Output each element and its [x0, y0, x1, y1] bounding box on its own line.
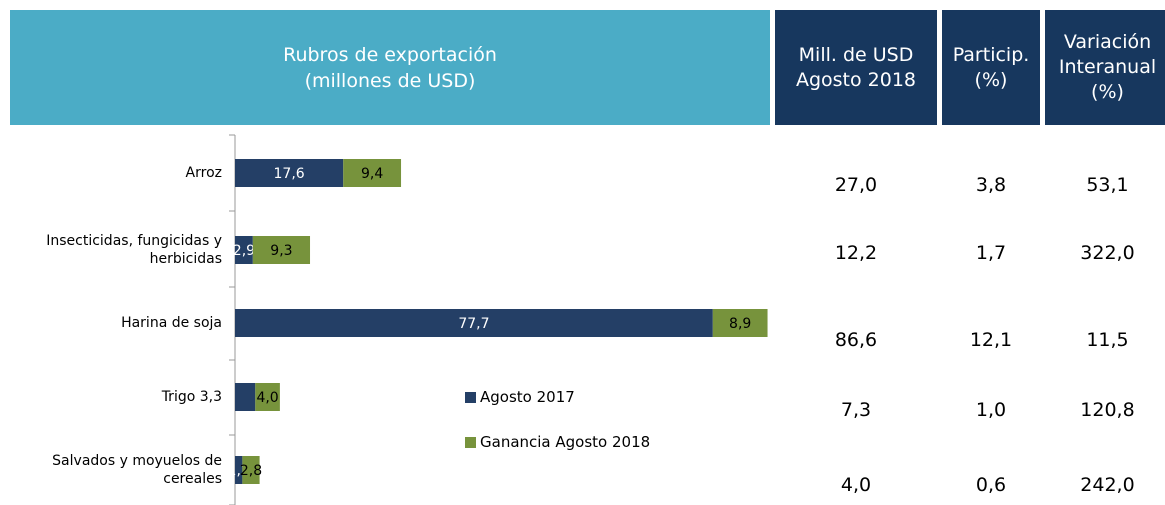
category-label: Salvados y moyuelos de cereales	[52, 453, 222, 487]
table-cell: 322,0	[1080, 242, 1135, 264]
data-label: 17,6	[274, 166, 305, 182]
table-cell: 11,5	[1086, 329, 1129, 351]
legend-swatch	[465, 436, 476, 448]
legend-swatch	[465, 391, 476, 403]
bar	[235, 383, 256, 411]
data-label: 2,9	[233, 243, 255, 259]
table-cell: 86,6	[834, 329, 878, 351]
header-line: Rubros de exportación	[283, 43, 497, 66]
table-cell: 242,0	[1080, 474, 1135, 496]
column-header: Mill. de USD Agosto 2018	[775, 10, 937, 125]
table-cell: 12,2	[834, 242, 878, 264]
data-label: 4,0	[256, 390, 278, 406]
data-label: 77,7	[458, 316, 489, 332]
bar	[235, 309, 713, 337]
column-header: Particip. (%)	[942, 10, 1040, 125]
bar	[235, 456, 243, 484]
table-cell: 3,8	[975, 174, 1007, 196]
bar	[235, 159, 344, 187]
table-cell: 27,0	[834, 174, 878, 196]
table-cell: 7,3	[840, 399, 872, 421]
table-cell: 1,0	[975, 399, 1007, 421]
data-label: 2,8	[240, 463, 262, 479]
table-cell: 12,1	[969, 329, 1013, 351]
category-label: Harina de soja	[121, 315, 222, 331]
table-cell: 120,8	[1080, 399, 1135, 421]
bar	[712, 309, 768, 337]
legend-item: Agosto 2017	[465, 388, 575, 406]
category-label: Arroz	[185, 165, 222, 181]
data-label: 9,4	[361, 166, 383, 182]
table-cell: 4,0	[840, 474, 872, 496]
column-header: Variación Interanual (%)	[1045, 10, 1165, 125]
bar	[255, 383, 280, 411]
category-label: Trigo 3,3	[161, 389, 222, 405]
data-label: 9,3	[270, 243, 292, 259]
table-cell: 1,7	[975, 242, 1007, 264]
bar	[242, 456, 260, 484]
legend-label: Agosto 2017	[480, 388, 575, 406]
table-cell: 0,6	[975, 474, 1007, 496]
table-cell: 53,1	[1086, 174, 1129, 196]
header-line: (millones de USD)	[304, 69, 476, 92]
chart-header: Rubros de exportación (millones de USD)	[10, 10, 770, 125]
bar	[252, 236, 311, 264]
category-label: Insecticidas, fungicidas y herbicidas	[46, 233, 222, 267]
legend-item: Ganancia Agosto 2018	[465, 433, 650, 451]
legend-label: Ganancia Agosto 2018	[480, 433, 651, 451]
bar	[235, 236, 253, 264]
data-label: 8,9	[729, 316, 751, 332]
bar	[343, 159, 402, 187]
